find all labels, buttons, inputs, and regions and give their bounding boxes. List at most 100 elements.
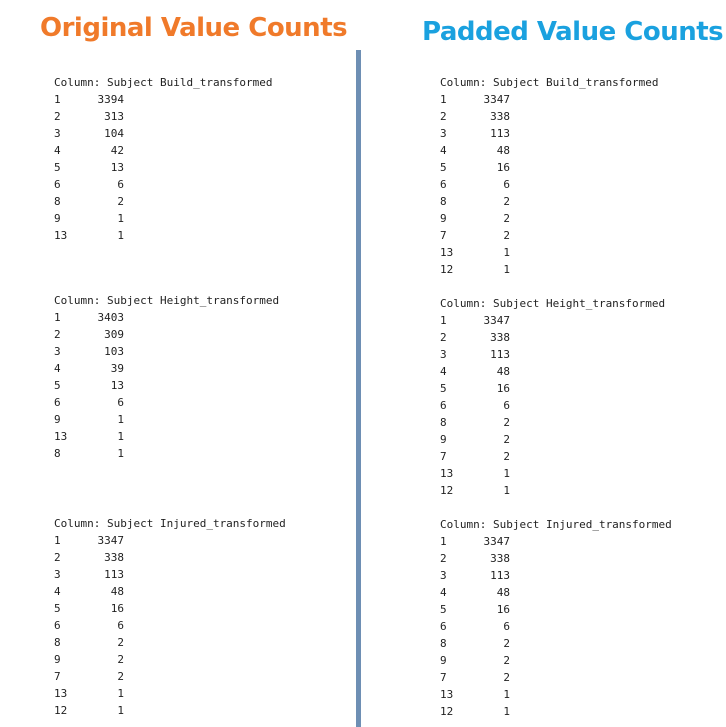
value-count-row: 4 48	[440, 142, 510, 159]
value-key: 6	[440, 620, 447, 633]
value-count: 338	[104, 551, 124, 564]
value-key: 5	[440, 382, 447, 395]
value-count: 16	[110, 602, 124, 615]
value-count: 2	[503, 195, 510, 208]
value-count: 113	[104, 568, 124, 581]
original-build-block: Column: Subject Build_transformed 1 3394 2 3…	[54, 74, 273, 244]
value-count-list: 1 3394 2 313 3 104 4 42 5 13 6 6 8 2 9 1 13 1	[54, 91, 124, 244]
value-count-row: 1 3347	[440, 312, 510, 329]
value-count: 1	[117, 430, 124, 443]
value-key: 13	[440, 467, 454, 480]
value-count-row: 2 338	[440, 329, 510, 346]
value-count: 2	[503, 450, 510, 463]
value-key: 5	[54, 602, 61, 615]
value-count: 1	[117, 229, 124, 242]
value-count-row: 5 16	[54, 600, 124, 617]
value-key: 1	[54, 534, 61, 547]
value-key: 4	[54, 585, 61, 598]
value-key: 1	[440, 93, 447, 106]
value-count: 6	[503, 620, 510, 633]
value-count-row: 5 13	[54, 377, 124, 394]
value-count: 313	[104, 110, 124, 123]
value-key: 4	[440, 144, 447, 157]
value-key: 9	[54, 413, 61, 426]
value-count: 6	[503, 399, 510, 412]
value-count: 1	[117, 704, 124, 717]
value-count: 309	[104, 328, 124, 341]
value-key: 7	[440, 671, 447, 684]
value-count-row: 12 1	[440, 703, 510, 720]
value-key: 13	[54, 229, 68, 242]
value-count-row: 3 113	[54, 566, 124, 583]
value-count: 2	[503, 671, 510, 684]
value-count-row: 13 1	[440, 686, 510, 703]
value-count: 1	[503, 246, 510, 259]
value-count: 16	[496, 382, 510, 395]
value-count-row: 5 16	[440, 380, 510, 397]
value-key: 3	[54, 345, 61, 358]
value-count: 13	[110, 161, 124, 174]
padded-height-block: Column: Subject Height_transformed 1 3347 2…	[440, 295, 665, 499]
value-count: 2	[503, 416, 510, 429]
value-key: 13	[54, 687, 68, 700]
value-count-row: 12 1	[440, 482, 510, 499]
value-key: 7	[54, 670, 61, 683]
value-key: 2	[440, 552, 447, 565]
value-count: 1	[503, 467, 510, 480]
value-count: 113	[490, 569, 510, 582]
value-count: 2	[117, 653, 124, 666]
column-header: Column: Subject Height_transformed	[440, 297, 666, 310]
column-divider	[356, 50, 361, 727]
value-key: 6	[54, 178, 61, 191]
value-count: 48	[496, 365, 510, 378]
column-header: Column: Subject Injured_transformed	[440, 518, 672, 531]
padded-value-counts-title: Padded Value Counts	[422, 17, 724, 47]
value-count-row: 3 113	[440, 125, 510, 142]
value-count-row: 2 309	[54, 326, 124, 343]
value-count: 1	[503, 263, 510, 276]
original-height-block: Column: Subject Height_transformed 1 3403 2…	[54, 292, 279, 462]
value-count-row: 13 1	[54, 227, 124, 244]
value-key: 1	[54, 93, 61, 106]
value-key: 13	[54, 430, 68, 443]
value-count: 3394	[97, 93, 125, 106]
value-key: 2	[440, 331, 447, 344]
value-count: 6	[117, 178, 124, 191]
value-count: 3347	[483, 314, 511, 327]
value-count: 113	[490, 127, 510, 140]
value-count: 103	[104, 345, 124, 358]
value-count-row: 1 3347	[440, 91, 510, 108]
value-key: 3	[54, 127, 61, 140]
value-count-row: 13 1	[440, 244, 510, 261]
value-key: 6	[440, 399, 447, 412]
padded-build-block: Column: Subject Build_transformed 1 3347 2 3…	[440, 74, 659, 278]
value-count-row: 13 1	[440, 465, 510, 482]
value-key: 9	[54, 212, 61, 225]
value-key: 5	[54, 161, 61, 174]
value-key: 4	[54, 362, 61, 375]
value-count: 16	[496, 603, 510, 616]
value-count: 2	[503, 212, 510, 225]
value-count-list: 1 3347 2 338 3 113 4 48 5 16 6 6 8 2 9 2 7 2 13 1 12 1	[440, 312, 510, 499]
value-key: 5	[440, 161, 447, 174]
value-count-row: 1 3347	[440, 533, 510, 550]
value-count-row: 3 104	[54, 125, 124, 142]
value-key: 6	[54, 619, 61, 632]
value-count-row: 4 42	[54, 142, 124, 159]
value-count-row: 5 16	[440, 159, 510, 176]
value-count: 2	[503, 229, 510, 242]
value-count: 1	[117, 413, 124, 426]
